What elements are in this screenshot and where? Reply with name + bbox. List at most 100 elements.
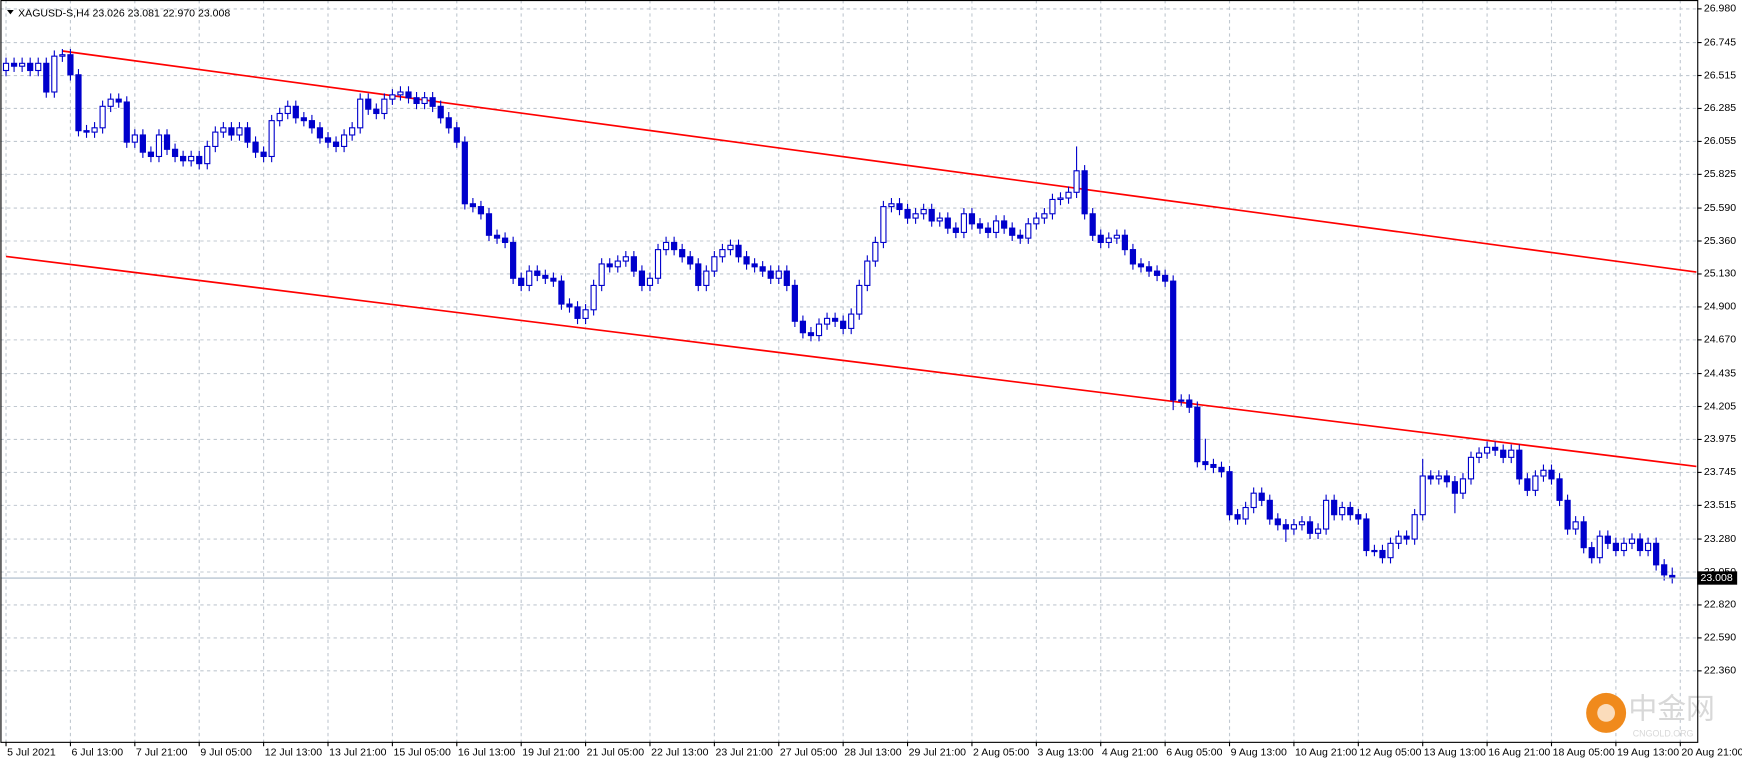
candle-body: [469, 203, 476, 208]
x-tick-label: 6 Jul 13:00: [72, 747, 124, 759]
candle-body: [1105, 237, 1112, 243]
candle-body: [526, 270, 533, 286]
candle-body: [1467, 456, 1475, 480]
watermark: 中金网 CNGOLD.ORG: [1586, 692, 1715, 738]
candle-body: [43, 62, 50, 93]
candle-body: [1065, 191, 1072, 199]
candle-body: [1653, 542, 1660, 566]
candle-body: [791, 284, 798, 322]
candle-body: [840, 320, 847, 329]
candle-body: [204, 145, 211, 165]
candle-body: [1306, 521, 1314, 534]
header: XAGUSD-S,H4 23.026 23.081 22.970 23.008: [18, 7, 230, 19]
candle-body: [566, 303, 573, 308]
candle-body: [751, 263, 758, 268]
grid: [0, 0, 1698, 742]
candle-body: [920, 208, 927, 215]
price-label: 23.008: [1701, 572, 1733, 584]
candle-body: [1371, 549, 1378, 553]
candle-body: [501, 237, 509, 243]
candle-body: [646, 277, 654, 286]
candle-body: [1508, 449, 1515, 458]
x-tick-label: 12 Jul 13:00: [265, 747, 323, 759]
x-tick-label: 28 Jul 13:00: [844, 747, 902, 759]
candle-body: [703, 270, 710, 286]
candle-body: [1194, 406, 1201, 463]
candle-body: [35, 62, 42, 72]
candle-body: [1258, 492, 1265, 501]
candle-body: [799, 320, 807, 334]
candle-body: [968, 213, 976, 225]
candle-body: [332, 141, 340, 147]
open-label: 23.026: [93, 7, 125, 19]
candle-body: [445, 117, 452, 129]
candle-body: [1178, 399, 1185, 402]
candle-body: [1017, 234, 1024, 239]
candle-body: [59, 54, 66, 57]
candle-body: [1274, 518, 1281, 526]
x-tick-label: 13 Jul 21:00: [329, 747, 387, 759]
x-tick-label: 6 Aug 05:00: [1166, 747, 1222, 759]
candle-body: [1081, 170, 1088, 215]
x-tick-label: 27 Jul 05:00: [780, 747, 838, 759]
close-label: 23.008: [198, 7, 230, 19]
candle-body: [550, 277, 557, 282]
x-tick-label: 22 Jul 13:00: [651, 747, 709, 759]
candle-body: [1234, 514, 1241, 520]
candle-body: [1451, 481, 1459, 494]
candle-body: [606, 263, 613, 268]
candle-body: [300, 117, 307, 122]
candle-body: [155, 134, 163, 158]
candle-body: [1153, 270, 1161, 276]
candle-body: [1604, 535, 1611, 544]
candle-body: [1459, 478, 1467, 494]
candle-body: [630, 256, 637, 272]
candle-body: [598, 263, 605, 286]
candle-body: [1347, 506, 1354, 516]
y-tick-label: 26.745: [1704, 36, 1736, 48]
candle-body: [1427, 475, 1434, 480]
candle-body: [381, 98, 388, 115]
candle-body: [437, 105, 444, 119]
candle-body: [1411, 514, 1418, 540]
x-tick-label: 3 Aug 13:00: [1037, 747, 1093, 759]
candle-body: [831, 317, 839, 322]
candle-body: [638, 270, 646, 286]
x-tick-label: 19 Aug 13:00: [1617, 747, 1679, 759]
candle-body: [542, 274, 549, 279]
candle-body: [413, 97, 420, 105]
x-tick-label: 9 Jul 05:00: [200, 747, 252, 759]
candle-body: [1540, 469, 1547, 477]
y-tick-label: 25.130: [1704, 268, 1736, 280]
x-tick-label: 12 Aug 05:00: [1359, 747, 1421, 759]
candle-body: [1137, 263, 1145, 268]
candle-body: [429, 97, 436, 107]
candle-body: [244, 127, 251, 143]
candle-body: [992, 220, 1000, 233]
candle-body: [1113, 234, 1120, 239]
candle-body: [590, 284, 597, 311]
x-tick-label: 13 Aug 13:00: [1424, 747, 1486, 759]
candle-body: [1532, 475, 1539, 491]
x-tick-label: 5 Jul 2021: [7, 747, 56, 759]
candle-body: [767, 270, 774, 279]
x-tick-label: 21 Jul 05:00: [587, 747, 645, 759]
candle-body: [1186, 399, 1193, 408]
candle-body: [1129, 249, 1137, 265]
candle-body: [1644, 542, 1652, 552]
y-tick-label: 24.670: [1704, 334, 1736, 346]
candle-body: [1596, 535, 1603, 559]
candle-body: [856, 284, 863, 315]
y-tick-label: 22.590: [1704, 632, 1736, 644]
candle-body: [1226, 471, 1233, 516]
candle-body: [622, 256, 629, 262]
candle-body: [19, 62, 26, 67]
x-tick-label: 18 Aug 05:00: [1553, 747, 1615, 759]
y-tick-label: 24.435: [1704, 367, 1736, 379]
y-tick-label: 26.055: [1704, 135, 1736, 147]
candle-body: [928, 208, 935, 222]
watermark-logo-inner: [1597, 704, 1616, 722]
candle-body: [1033, 217, 1040, 225]
candle-body: [196, 155, 203, 165]
